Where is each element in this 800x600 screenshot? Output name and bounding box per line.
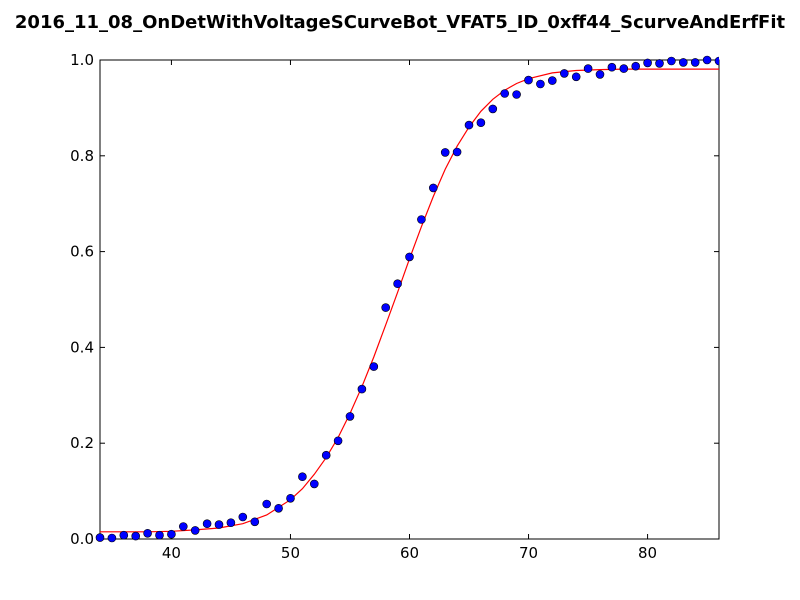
y-tick-label-0.4: 0.4 (70, 338, 94, 356)
data-point-59 (393, 279, 402, 289)
data-point-46 (238, 512, 248, 522)
data-point-51 (298, 472, 307, 482)
data-point-36 (119, 530, 129, 540)
data-point-50 (286, 493, 295, 503)
data-point-35 (107, 533, 117, 543)
data-point-34 (95, 533, 105, 542)
data-point-43 (202, 519, 212, 529)
data-point-86 (714, 56, 719, 66)
x-tick-label-50: 50 (281, 544, 300, 562)
series-fit-curve (100, 68, 719, 533)
data-point-63 (440, 148, 450, 157)
data-point-57 (369, 362, 379, 371)
data-point-78 (619, 64, 629, 73)
data-point-45 (226, 518, 236, 528)
data-point-47 (250, 517, 260, 527)
data-point-70 (524, 75, 533, 85)
data-point-56 (357, 384, 367, 394)
data-point-61 (417, 215, 426, 224)
y-tick-label-0.6: 0.6 (70, 243, 94, 261)
data-point-42 (190, 526, 200, 535)
data-point-67 (488, 104, 498, 114)
data-point-62 (428, 183, 438, 193)
data-point-71 (536, 79, 545, 89)
y-tick-label-1: 1.0 (70, 51, 94, 69)
data-point-44 (214, 520, 224, 529)
data-point-84 (690, 58, 700, 67)
data-point-79 (631, 61, 641, 71)
data-point-77 (607, 62, 617, 72)
data-point-52 (309, 479, 319, 489)
data-point-53 (321, 450, 331, 460)
data-point-65 (464, 120, 474, 130)
y-tick-label-0.2: 0.2 (70, 434, 94, 452)
data-point-64 (452, 147, 462, 157)
data-point-81 (655, 59, 664, 68)
data-point-60 (405, 252, 414, 262)
data-point-83 (678, 58, 688, 67)
plot-frame (99, 59, 720, 540)
x-tick-label-80: 80 (638, 544, 657, 562)
plot-area: 40 50 60 70 80 0.0 0.2 0.4 0.6 0.8 1.0 (70, 51, 720, 562)
data-point-48 (262, 499, 272, 509)
data-point-39 (155, 530, 164, 540)
x-tick-label-60: 60 (400, 544, 419, 562)
data-point-82 (667, 56, 676, 66)
data-point-41 (179, 522, 188, 531)
data-point-40 (167, 529, 176, 539)
data-point-72 (547, 76, 557, 85)
y-tick-label-0: 0.0 (70, 530, 94, 548)
data-point-76 (595, 70, 605, 79)
x-tick-label-70: 70 (519, 544, 538, 562)
data-point-49 (274, 503, 283, 513)
data-point-55 (345, 412, 355, 421)
data-point-75 (583, 64, 593, 73)
data-point-73 (559, 69, 569, 78)
data-point-54 (333, 436, 343, 446)
x-tick-label-40: 40 (162, 544, 181, 562)
data-point-37 (131, 531, 140, 541)
data-point-85 (702, 55, 712, 65)
chart-title: 2016_11_08_OnDetWithVoltageSCurveBot_VFA… (15, 12, 786, 33)
data-point-68 (500, 89, 510, 98)
data-point-80 (643, 58, 652, 68)
data-point-69 (512, 90, 521, 99)
data-point-74 (571, 72, 581, 82)
data-point-58 (381, 303, 391, 312)
data-point-38 (143, 528, 152, 538)
y-tick-label-0.8: 0.8 (70, 147, 94, 165)
data-point-66 (476, 118, 486, 127)
